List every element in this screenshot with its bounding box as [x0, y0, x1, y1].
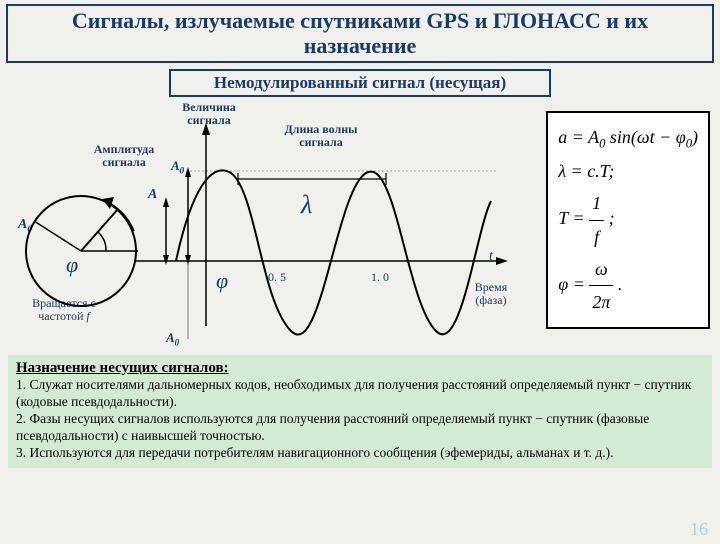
purpose-item-1: 1. Служат носителями дальномерных кодов,… — [16, 377, 704, 411]
formula-1: a = A0 sin(ωt − φ0) — [558, 121, 698, 155]
formula-4: φ = ω2π . — [558, 253, 698, 319]
purpose-box: Назначение несущих сигналов: 1. Служат н… — [8, 355, 712, 468]
formula-box: a = A0 sin(ωt − φ0) λ = c.T; T = 1f ; φ … — [546, 111, 710, 329]
diagram: Величинасигнала Амплитудасигнала Длина в… — [6, 101, 714, 351]
formula-3: T = 1f ; — [558, 187, 698, 253]
wave-svg — [6, 101, 526, 351]
slide-number: 16 — [690, 519, 708, 540]
subtitle: Немодулированный сигнал (несущая) — [169, 69, 551, 97]
title: Сигналы, излучаемые спутниками GPS и ГЛО… — [6, 4, 714, 63]
purpose-item-2: 2. Фазы несущих сигналов используются дл… — [16, 411, 704, 445]
purpose-heading: Назначение несущих сигналов: — [16, 359, 704, 378]
purpose-item-3: 3. Используются для передачи потребителя… — [16, 445, 704, 462]
formula-2: λ = c.T; — [558, 155, 698, 187]
